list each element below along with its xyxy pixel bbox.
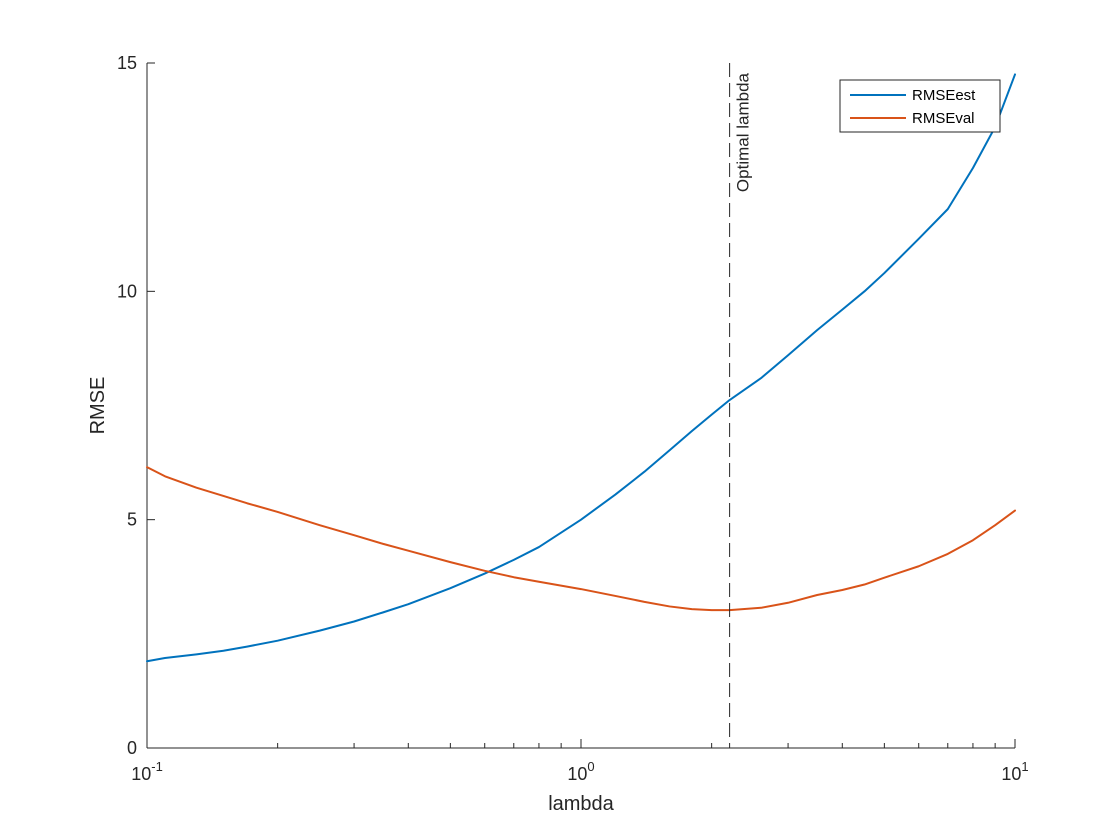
x-tick-label: 101 xyxy=(1001,759,1028,784)
annotations: Optimal lambda xyxy=(729,63,753,748)
x-tick-label-exponent: -1 xyxy=(151,759,163,774)
x-axis-label: lambda xyxy=(548,793,614,815)
x-tick-label-exponent: 0 xyxy=(587,759,594,774)
legend-entry-label: RMSEval xyxy=(912,110,975,127)
x-tick-label-exponent: 1 xyxy=(1021,759,1028,774)
y-tick-label: 5 xyxy=(127,510,137,530)
y-tick-label: 15 xyxy=(117,53,137,73)
optimal-lambda-label: Optimal lambda xyxy=(734,72,753,192)
x-tick-label: 10-1 xyxy=(131,759,163,784)
legend-entry-label: RMSEest xyxy=(912,87,976,104)
x-tick-label: 100 xyxy=(567,759,594,784)
x-tick-label-base: 10 xyxy=(1001,764,1021,784)
x-tick-label-base: 10 xyxy=(567,764,587,784)
legend: RMSEest RMSEval xyxy=(839,79,1001,133)
series-line-RMSEest xyxy=(146,73,1016,663)
y-tick-label: 0 xyxy=(127,738,137,758)
series-lines xyxy=(146,73,1016,663)
y-tick-label: 10 xyxy=(117,281,137,301)
legend-box xyxy=(839,79,1001,133)
x-tick-label-base: 10 xyxy=(131,764,151,784)
y-axis-label: RMSE xyxy=(87,377,109,435)
axis-labels: lambda RMSE xyxy=(87,377,615,815)
series-line-RMSEval xyxy=(146,466,1016,612)
